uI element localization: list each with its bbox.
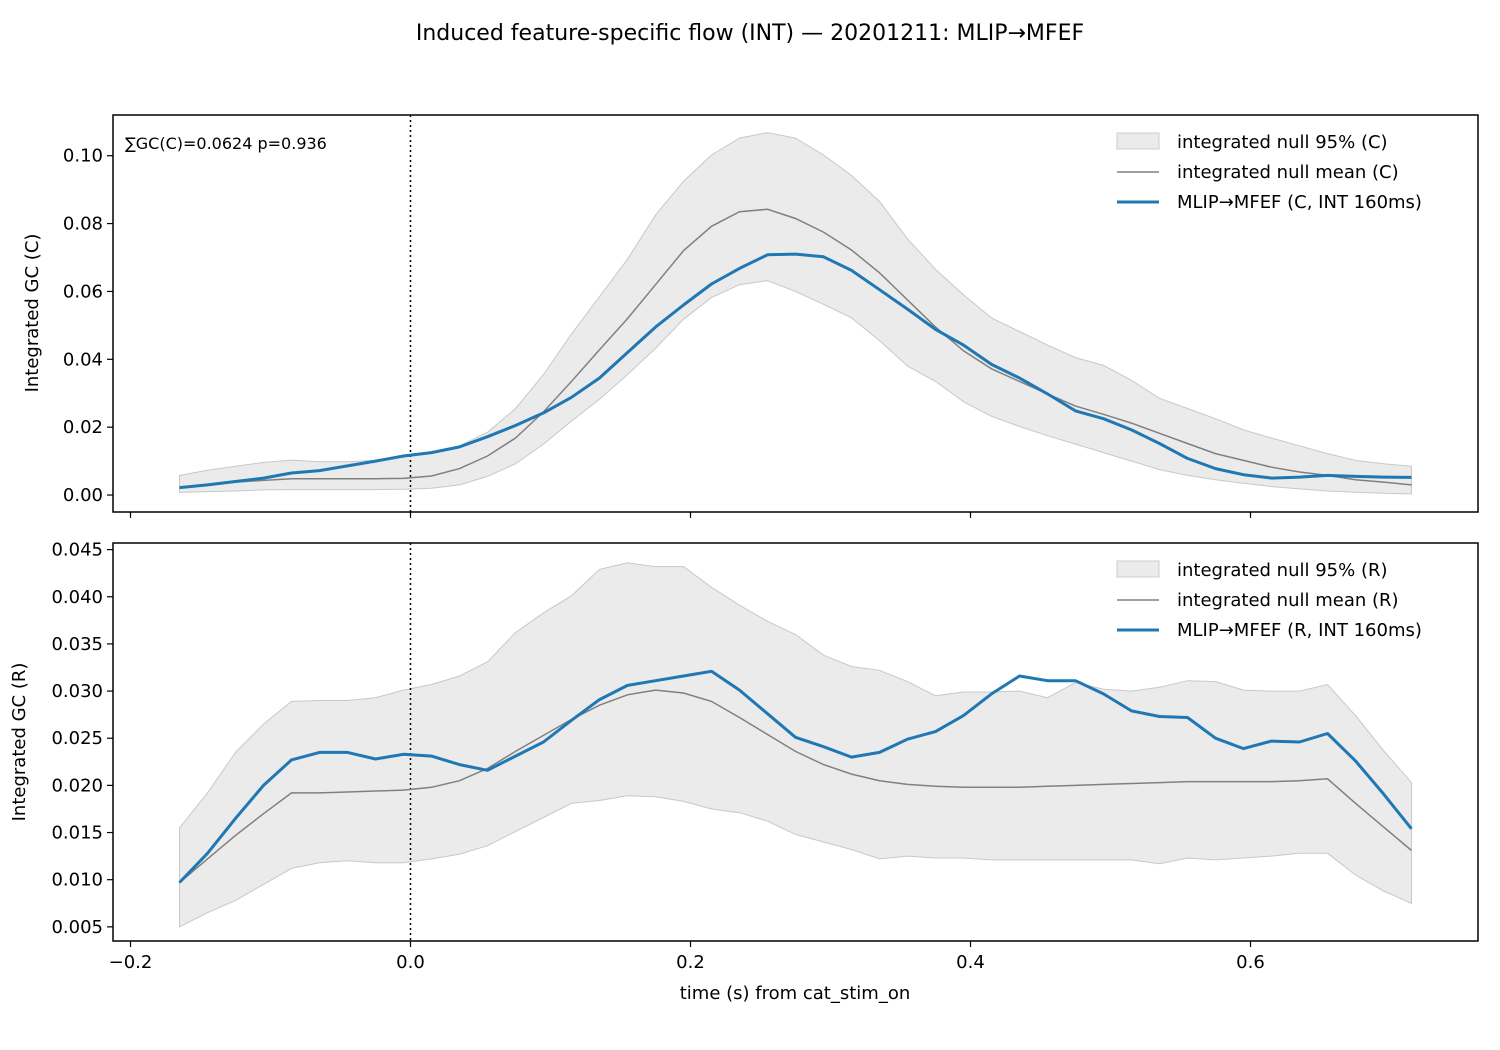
bottom-panel: Integrated GC (R) integrated null 95% (R… — [9, 540, 1479, 973]
top-panel-observed-line — [179, 252, 1412, 490]
top-panel: Integrated GC (C) ∑GC(C)=0.0624 p=0.936 … — [22, 114, 1479, 518]
bottom-panel-y-tick-label: 0.030 — [51, 681, 103, 702]
bottom-panel-x-tick-label: 0.6 — [1236, 952, 1265, 973]
bottom-panel-x-tick-label: 0.4 — [956, 952, 985, 973]
bottom-panel-null-mean-line — [179, 689, 1412, 884]
bottom-panel-y-tick-label: 0.005 — [51, 917, 103, 938]
legend-band-label: integrated null 95% (R) — [1177, 560, 1388, 581]
legend-observed-label: MLIP→MFEF (C, INT 160ms) — [1177, 192, 1422, 213]
legend-mean-label: integrated null mean (C) — [1177, 162, 1399, 183]
top-panel-legend: integrated null 95% (C) integrated null … — [1116, 132, 1422, 213]
top-panel-null-95-band — [179, 132, 1412, 495]
top-panel-y-tick-label: 0.00 — [63, 485, 103, 506]
top-panel-null-mean-line — [179, 208, 1412, 489]
bottom-panel-y-axis-label: Integrated GC (R) — [9, 663, 30, 822]
legend-observed-label: MLIP→MFEF (R, INT 160ms) — [1177, 620, 1422, 641]
x-axis-label: time (s) from cat_stim_on — [680, 983, 911, 1004]
bottom-panel-legend: integrated null 95% (R) integrated null … — [1116, 560, 1422, 641]
top-panel-annotation: ∑GC(C)=0.0624 p=0.936 — [125, 134, 327, 153]
top-panel-y-tick-label: 0.04 — [63, 349, 103, 370]
bottom-panel-y-tick-label: 0.025 — [51, 728, 103, 749]
bottom-panel-y-tick-label: 0.035 — [51, 634, 103, 655]
bottom-panel-y-tick-label: 0.020 — [51, 775, 103, 796]
legend-band-label: integrated null 95% (C) — [1177, 132, 1388, 153]
bottom-panel-null-95-band — [179, 562, 1412, 928]
top-panel-frame — [112, 114, 1479, 513]
bottom-panel-y-tick-label: 0.015 — [51, 823, 103, 844]
figure-title: Induced feature-specific flow (INT) — 20… — [416, 21, 1084, 46]
legend-mean-label: integrated null mean (R) — [1177, 590, 1399, 611]
top-panel-y-tick-label: 0.10 — [63, 146, 103, 167]
bottom-panel-observed-line — [178, 669, 1413, 884]
legend-band-swatch — [1116, 560, 1160, 578]
legend-band-swatch — [1116, 132, 1160, 150]
top-panel-y-tick-label: 0.02 — [63, 417, 103, 438]
top-panel-y-tick-label: 0.06 — [63, 281, 103, 302]
top-panel-y-axis-label: Integrated GC (C) — [22, 234, 43, 393]
bottom-panel-x-tick-label: 0.0 — [396, 952, 425, 973]
bottom-panel-y-tick-label: 0.045 — [51, 540, 103, 561]
bottom-panel-frame — [112, 542, 1479, 942]
bottom-panel-x-tick-label: −0.2 — [109, 952, 153, 973]
top-panel-y-tick-label: 0.08 — [63, 214, 103, 235]
bottom-panel-x-tick-label: 0.2 — [676, 952, 705, 973]
bottom-panel-y-tick-label: 0.010 — [51, 870, 103, 891]
bottom-panel-y-tick-label: 0.040 — [51, 587, 103, 608]
